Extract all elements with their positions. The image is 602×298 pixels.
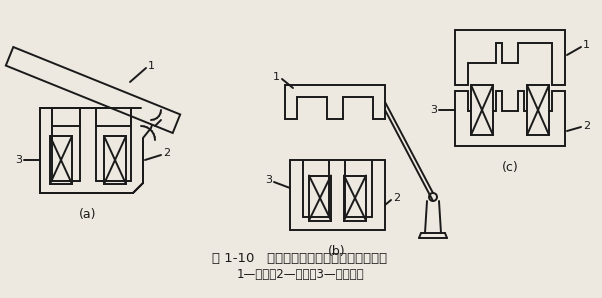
Text: 2: 2	[583, 121, 590, 131]
Text: 2: 2	[163, 148, 170, 158]
Text: 2: 2	[393, 193, 400, 203]
Text: 3: 3	[15, 155, 22, 165]
Polygon shape	[471, 85, 493, 135]
Polygon shape	[344, 176, 366, 221]
Text: 1—衔铁；2—铁心；3—吸引线圈: 1—衔铁；2—铁心；3—吸引线圈	[236, 268, 364, 280]
Text: 1: 1	[583, 40, 590, 50]
Polygon shape	[50, 136, 72, 184]
Polygon shape	[455, 91, 565, 146]
Text: (c): (c)	[501, 161, 518, 174]
Polygon shape	[6, 47, 180, 133]
Polygon shape	[455, 30, 565, 85]
Polygon shape	[527, 85, 549, 135]
Polygon shape	[309, 176, 331, 221]
Text: 1: 1	[273, 72, 280, 82]
Text: 3: 3	[430, 105, 437, 115]
Text: 图 1-10   交流接触器常用的动、静铁心结构: 图 1-10 交流接触器常用的动、静铁心结构	[213, 252, 388, 265]
Polygon shape	[285, 85, 385, 119]
Text: (a): (a)	[79, 208, 97, 221]
Polygon shape	[104, 136, 126, 184]
Text: 3: 3	[265, 175, 272, 185]
Text: (b): (b)	[328, 245, 346, 258]
Text: 1: 1	[148, 61, 155, 71]
Polygon shape	[40, 108, 155, 193]
